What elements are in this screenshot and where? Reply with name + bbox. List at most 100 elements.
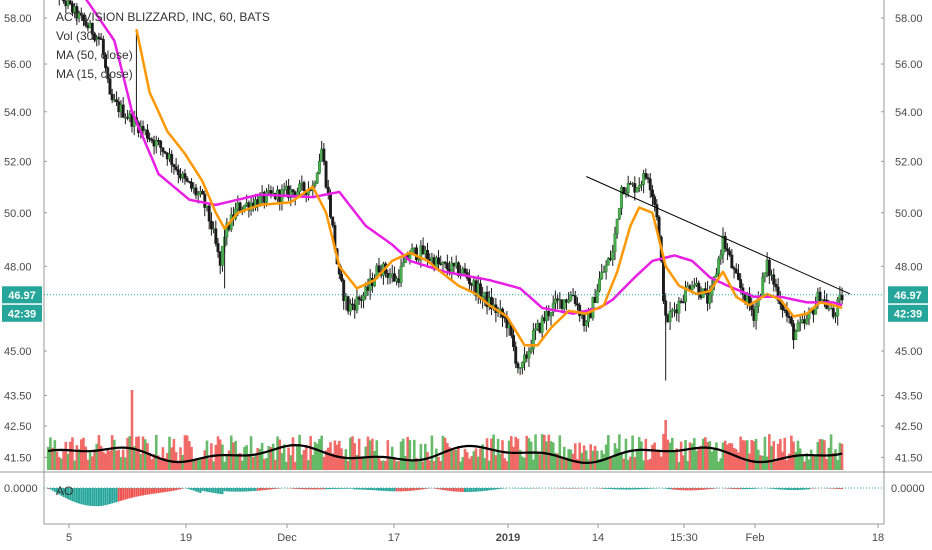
volume-bar: [728, 443, 731, 470]
volume-bar: [461, 457, 465, 470]
candle: [648, 172, 652, 199]
ao-bar: [358, 488, 361, 490]
ao-bar: [488, 488, 491, 491]
volume-bar: [324, 450, 328, 470]
ao-bar: [602, 488, 605, 489]
ao-bar: [490, 488, 493, 491]
ao-bar: [276, 488, 279, 489]
volume-bar: [836, 460, 839, 470]
volume-bar: [298, 434, 301, 470]
legend-ma50[interactable]: MA (50, close): [56, 48, 133, 62]
candle: [653, 194, 657, 212]
candle: [679, 298, 683, 304]
current-price-badge-right-bg: [888, 286, 928, 304]
candle: [377, 257, 381, 274]
volume-bar: [366, 436, 370, 470]
ao-bar: [56, 488, 59, 494]
volume-bar: [607, 435, 610, 470]
volume-bar: [287, 447, 290, 470]
ao-bar: [627, 488, 630, 490]
ao-bar: [53, 488, 56, 492]
candle: [214, 220, 218, 247]
ao-bar: [708, 488, 711, 490]
ao-bar: [380, 488, 383, 491]
volume-bar: [743, 440, 747, 470]
current-price-badge-left: 46.97: [8, 290, 36, 302]
volume-bar: [505, 461, 509, 470]
trendline[interactable]: [586, 176, 851, 295]
volume-bar: [779, 439, 782, 470]
volume-bar: [794, 451, 798, 470]
volume-bar: [194, 460, 198, 470]
volume-bar: [732, 447, 736, 470]
trendline-path[interactable]: [586, 176, 851, 295]
volume-bar: [538, 454, 542, 470]
ao-bar: [82, 488, 85, 505]
candle: [650, 184, 654, 206]
volume-bar: [320, 435, 323, 470]
candle: [831, 306, 835, 320]
ma50-path[interactable]: [84, 0, 843, 315]
volume-bar: [781, 451, 784, 470]
volume-bar: [812, 454, 815, 470]
legend-ma15[interactable]: MA (15, close): [56, 67, 133, 81]
volume-bar: [668, 442, 672, 470]
ao-bar: [768, 488, 771, 489]
ao-bar: [673, 488, 676, 490]
volume-bar: [763, 436, 767, 470]
candle: [190, 178, 193, 192]
ao-bar: [666, 488, 669, 489]
volume-bar: [695, 450, 698, 470]
price-tick-left: 43.50: [4, 391, 32, 403]
ao-bar: [133, 488, 136, 498]
volume-bar: [51, 447, 54, 470]
volume-bar: [682, 455, 685, 470]
volume-bar: [532, 459, 535, 470]
ao-bar: [71, 488, 74, 502]
volume-bar: [163, 457, 167, 470]
volume-bar: [406, 436, 409, 470]
chart-title: ACTIVISION BLIZZARD, INC, 60, BATS: [56, 10, 270, 24]
time-tick: 14: [592, 532, 604, 544]
volume-bar: [355, 454, 359, 470]
ao-bar: [393, 488, 396, 492]
volume-bar: [503, 458, 506, 470]
ao-bar: [631, 488, 634, 490]
ao-bar: [265, 488, 268, 490]
candle: [101, 35, 105, 59]
ao-bar: [256, 488, 259, 491]
ao-bar: [331, 488, 334, 490]
ao-bar: [309, 488, 312, 490]
current-price-badge-right: 46.97: [894, 290, 922, 302]
candle: [798, 316, 802, 332]
ao-bar: [221, 488, 224, 495]
volume-bar: [803, 461, 806, 470]
volume-bar: [60, 458, 63, 470]
price-tick-right: 43.50: [895, 391, 923, 403]
volume-bar: [382, 460, 385, 470]
ao-bar: [355, 488, 358, 490]
volume-bar: [734, 449, 738, 470]
ao-bar: [239, 488, 242, 492]
candle: [523, 346, 526, 371]
ao-bar: [686, 488, 689, 491]
ao-bar: [677, 488, 680, 491]
volume-bar: [68, 441, 72, 470]
time-tick: Dec: [277, 532, 297, 544]
volume-bar: [179, 447, 182, 470]
volume-bar: [256, 448, 260, 470]
ao-bar: [135, 488, 138, 497]
volume-bar: [765, 456, 769, 470]
volume-bar: [135, 436, 138, 470]
ao-bar: [435, 488, 438, 489]
legend-volume[interactable]: Vol (30): [56, 29, 97, 43]
ao-bar: [336, 488, 339, 489]
volume-bar: [225, 455, 229, 470]
candle: [681, 294, 685, 304]
volume-bar: [401, 438, 405, 470]
candle: [437, 250, 440, 272]
ma15-path[interactable]: [135, 29, 843, 347]
volume-bar: [229, 435, 233, 470]
volume-bar: [737, 452, 740, 470]
